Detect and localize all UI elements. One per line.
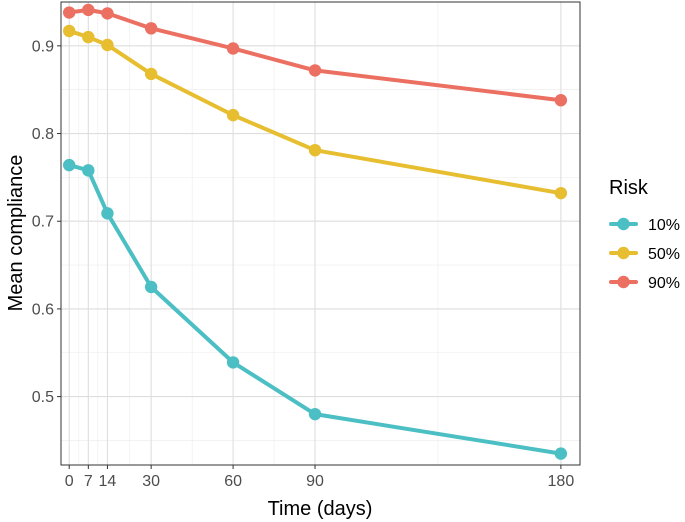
legend-label: 50% — [648, 246, 680, 263]
data-point — [144, 67, 158, 81]
legend-key-point — [617, 246, 630, 260]
data-point — [226, 108, 240, 122]
data-point — [554, 447, 568, 460]
grid-minor — [61, 2, 580, 465]
data-point — [226, 42, 240, 55]
legend-label: 90% — [648, 275, 680, 292]
x-tick-label: 30 — [142, 473, 160, 490]
data-point — [144, 22, 158, 35]
x-tick-label: 7 — [84, 473, 93, 490]
y-tick-label: 0.8 — [32, 126, 54, 143]
data-point — [62, 158, 76, 172]
x-tick-label: 14 — [99, 473, 117, 490]
legend-label: 10% — [648, 217, 680, 234]
y-tick-label: 0.6 — [32, 301, 54, 318]
panel-background — [61, 2, 580, 465]
data-point — [62, 24, 76, 38]
x-tick-label: 0 — [65, 473, 74, 490]
x-axis-ticks: 0 7 14 30 60 90 180 — [65, 465, 575, 490]
x-tick-label: 90 — [306, 473, 324, 490]
data-point — [82, 164, 95, 177]
x-tick-label: 180 — [548, 473, 575, 490]
legend-title: Risk — [609, 177, 649, 199]
grid-major — [61, 2, 580, 465]
data-point — [554, 186, 568, 200]
data-point — [101, 38, 114, 52]
data-point — [308, 407, 322, 421]
data-point — [82, 3, 95, 17]
y-tick-label: 0.5 — [32, 389, 54, 406]
data-point — [144, 280, 158, 294]
data-point — [62, 6, 76, 19]
data-point — [82, 30, 95, 44]
data-point — [308, 143, 322, 157]
data-point — [101, 207, 114, 220]
data-point — [101, 7, 114, 20]
y-tick-label: 0.9 — [32, 38, 54, 55]
data-point — [308, 64, 322, 77]
y-axis-ticks: 0.5 0.6 0.7 0.8 0.9 — [32, 38, 61, 406]
x-tick-label: 60 — [224, 473, 242, 490]
x-axis-title: Time (days) — [268, 498, 373, 520]
legend: Risk 10% 50% 90% — [609, 177, 680, 292]
data-point — [554, 94, 568, 107]
legend-key-point — [617, 275, 630, 289]
legend-items: 10% 50% 90% — [609, 217, 680, 292]
data-point — [226, 356, 240, 369]
y-tick-label: 0.7 — [32, 214, 54, 231]
panel-border — [60, 1, 581, 466]
series-points — [62, 3, 568, 460]
y-axis-title: Mean compliance — [5, 155, 27, 312]
legend-key-point — [617, 217, 630, 231]
